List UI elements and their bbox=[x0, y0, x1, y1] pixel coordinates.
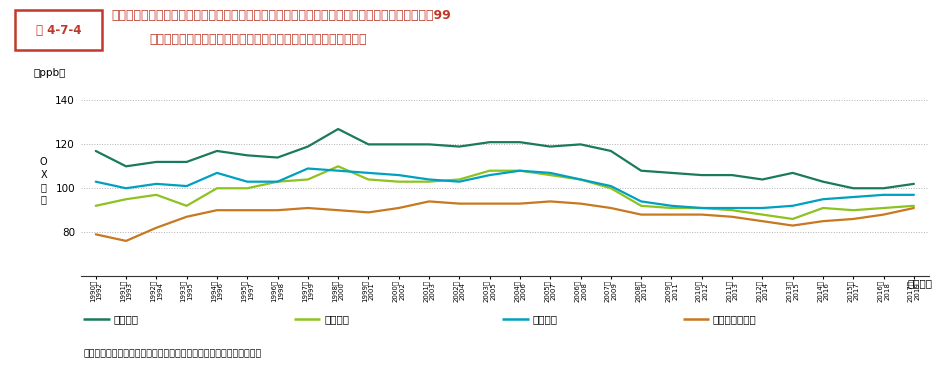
Text: （年度）: （年度） bbox=[908, 278, 933, 288]
Text: （ppb）: （ppb） bbox=[34, 68, 66, 78]
Text: 東海地域: 東海地域 bbox=[324, 314, 349, 324]
Text: 資料：環境省「令和元年度大気汚染状況について（報道発表資料）」: 資料：環境省「令和元年度大気汚染状況について（報道発表資料）」 bbox=[83, 349, 262, 358]
Text: 図 4-7-4: 図 4-7-4 bbox=[36, 24, 82, 37]
Text: 光化学オキシダント濃度の長期的な改善傾向を評価するための指標（８時間値の日最高値の年間99: 光化学オキシダント濃度の長期的な改善傾向を評価するための指標（８時間値の日最高値… bbox=[112, 9, 451, 22]
Text: パーセンタイル値の３年平均値）を用いた域内最高値の経年変化: パーセンタイル値の３年平均値）を用いた域内最高値の経年変化 bbox=[150, 33, 367, 46]
Text: 阪神地域: 阪神地域 bbox=[533, 314, 557, 324]
Text: 福岡・山口地域: 福岡・山口地域 bbox=[713, 314, 757, 324]
Text: 関東地域: 関東地域 bbox=[114, 314, 138, 324]
Text: O
X
濃
度: O X 濃 度 bbox=[40, 157, 47, 204]
